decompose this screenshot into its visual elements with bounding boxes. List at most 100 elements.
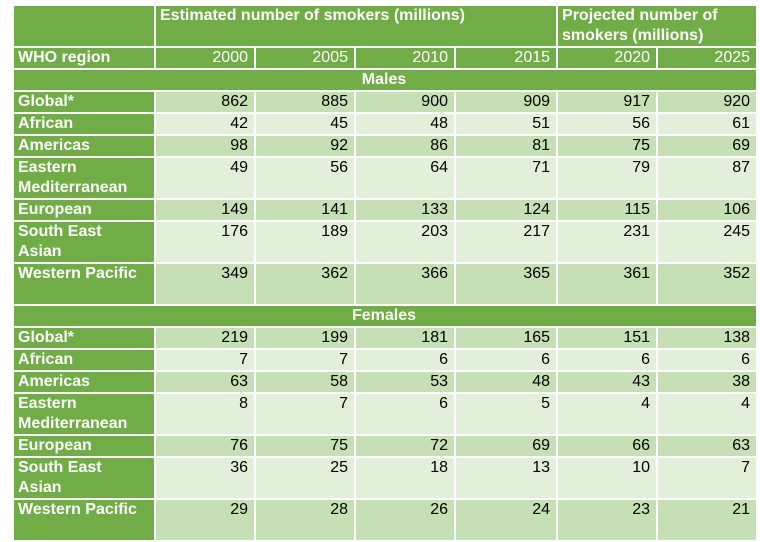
section-row: Males — [11, 68, 759, 92]
value-cell: 149 — [154, 198, 256, 222]
value-cell: 25 — [254, 456, 356, 500]
value-cell: 361 — [556, 262, 659, 306]
value-cell: 4 — [656, 392, 759, 436]
value-cell: 219 — [154, 326, 256, 350]
value-cell: 203 — [354, 220, 456, 264]
table-row: African 42 45 48 51 56 61 — [12, 112, 759, 136]
value-cell: 63 — [154, 370, 256, 394]
value-cell: 366 — [354, 262, 456, 306]
value-cell: 64 — [354, 156, 456, 200]
header-row-groups: Estimated number of smokers (millions) P… — [12, 4, 759, 48]
value-cell: 21 — [656, 498, 759, 542]
value-cell: 26 — [354, 498, 456, 542]
value-cell: 917 — [556, 90, 659, 114]
table-row: South East Asian 176 189 203 217 231 245 — [12, 220, 759, 264]
value-cell: 6 — [556, 348, 659, 372]
year-header: 2005 — [254, 46, 356, 70]
region-label: Eastern Mediterranean — [12, 156, 156, 200]
value-cell: 51 — [453, 112, 559, 136]
region-label: Global* — [12, 326, 156, 350]
table-row: South East Asian 36 25 18 13 10 7 — [12, 456, 759, 500]
value-cell: 6 — [354, 348, 456, 372]
value-cell: 29 — [154, 498, 256, 542]
estimated-header: Estimated number of smokers (millions) — [153, 4, 559, 48]
value-cell: 58 — [254, 370, 356, 394]
section-row: Females — [11, 304, 759, 328]
table-row: Western Pacific 349 362 366 365 361 352 — [12, 262, 759, 306]
value-cell: 75 — [556, 134, 659, 158]
value-cell: 23 — [556, 498, 659, 542]
value-cell: 900 — [354, 90, 456, 114]
value-cell: 349 — [154, 262, 256, 306]
value-cell: 75 — [254, 434, 356, 458]
value-cell: 124 — [453, 198, 559, 222]
value-cell: 6 — [453, 348, 559, 372]
table-row: Global* 862 885 900 909 917 920 — [12, 90, 759, 114]
value-cell: 53 — [354, 370, 456, 394]
value-cell: 45 — [254, 112, 356, 136]
value-cell: 151 — [556, 326, 659, 350]
value-cell: 189 — [254, 220, 356, 264]
year-header: 2010 — [354, 46, 456, 70]
smokers-table: Estimated number of smokers (millions) P… — [11, 4, 759, 542]
header-corner — [12, 4, 156, 48]
section-title: Females — [11, 304, 759, 328]
table-row: Americas 98 92 86 81 75 69 — [12, 134, 759, 158]
value-cell: 7 — [656, 456, 759, 500]
value-cell: 199 — [254, 326, 356, 350]
value-cell: 87 — [656, 156, 759, 200]
value-cell: 42 — [154, 112, 256, 136]
value-cell: 48 — [354, 112, 456, 136]
value-cell: 71 — [453, 156, 559, 200]
table-row: Eastern Mediterranean 49 56 64 71 79 87 — [12, 156, 759, 200]
value-cell: 66 — [556, 434, 659, 458]
header-row-years: WHO region 2000 2005 2010 2015 2020 2025 — [12, 46, 759, 70]
region-label: Eastern Mediterranean — [12, 392, 156, 436]
value-cell: 362 — [254, 262, 356, 306]
value-cell: 165 — [453, 326, 559, 350]
value-cell: 138 — [656, 326, 759, 350]
table-row: European 149 141 133 124 115 106 — [12, 198, 759, 222]
value-cell: 56 — [254, 156, 356, 200]
value-cell: 86 — [354, 134, 456, 158]
value-cell: 365 — [453, 262, 559, 306]
value-cell: 4 — [556, 392, 659, 436]
value-cell: 76 — [154, 434, 256, 458]
value-cell: 43 — [556, 370, 659, 394]
value-cell: 909 — [453, 90, 559, 114]
value-cell: 36 — [154, 456, 256, 500]
value-cell: 231 — [556, 220, 659, 264]
region-label: African — [12, 112, 156, 136]
year-header: 2000 — [154, 46, 256, 70]
value-cell: 98 — [154, 134, 256, 158]
region-label: Global* — [12, 90, 156, 114]
value-cell: 6 — [656, 348, 759, 372]
region-label: European — [12, 434, 156, 458]
value-cell: 49 — [154, 156, 256, 200]
value-cell: 13 — [453, 456, 559, 500]
region-label: Western Pacific — [12, 262, 156, 306]
value-cell: 7 — [254, 348, 356, 372]
table-row: European 76 75 72 69 66 63 — [12, 434, 759, 458]
table-row: African 7 7 6 6 6 6 — [12, 348, 759, 372]
value-cell: 48 — [453, 370, 559, 394]
region-label: African — [12, 348, 156, 372]
value-cell: 81 — [453, 134, 559, 158]
value-cell: 38 — [656, 370, 759, 394]
value-cell: 181 — [354, 326, 456, 350]
value-cell: 69 — [453, 434, 559, 458]
value-cell: 72 — [354, 434, 456, 458]
table-row: Americas 63 58 53 48 43 38 — [12, 370, 759, 394]
value-cell: 61 — [656, 112, 759, 136]
table-row: Western Pacific 29 28 26 24 23 21 — [12, 498, 759, 542]
value-cell: 862 — [154, 90, 256, 114]
value-cell: 133 — [354, 198, 456, 222]
region-column-header: WHO region — [12, 46, 156, 70]
value-cell: 7 — [254, 392, 356, 436]
value-cell: 6 — [354, 392, 456, 436]
region-label: Western Pacific — [12, 498, 156, 542]
region-label: Americas — [12, 370, 156, 394]
region-label: Americas — [12, 134, 156, 158]
region-label: South East Asian — [12, 456, 156, 500]
value-cell: 885 — [254, 90, 356, 114]
